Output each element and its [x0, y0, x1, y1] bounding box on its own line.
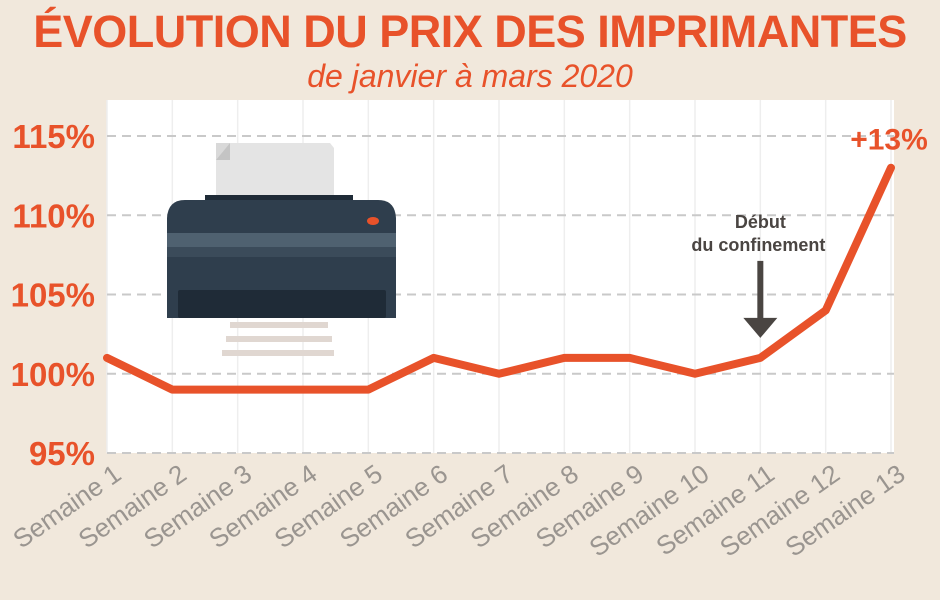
data-point [430, 354, 438, 362]
data-point [168, 386, 176, 394]
data-point [364, 386, 372, 394]
printer-icon [167, 143, 396, 356]
data-point [691, 370, 699, 378]
data-point [495, 370, 503, 378]
y-tick-label: 110% [12, 197, 95, 234]
chart-title: ÉVOLUTION DU PRIX DES IMPRIMANTES [33, 6, 907, 57]
data-point [560, 354, 568, 362]
data-point [626, 354, 634, 362]
data-point [299, 386, 307, 394]
arrow-head [743, 317, 778, 338]
data-point [234, 386, 242, 394]
y-tick-label: 115% [12, 118, 95, 155]
data-points [103, 164, 895, 394]
y-tick-label: 105% [11, 277, 95, 314]
y-axis-ticks: 95% 100% 105% 110% 115% [11, 118, 95, 472]
data-point [822, 306, 830, 314]
y-tick-label: 95% [29, 435, 95, 472]
annotation-label-line-2: du confinement [691, 235, 825, 255]
data-point [103, 354, 111, 362]
lockdown-annotation: Début du confinement [691, 212, 825, 338]
data-point [887, 164, 895, 172]
arrow-shaft [757, 260, 764, 320]
annotation-label-line-1: Début [735, 212, 786, 232]
chart-subtitle: de janvier à mars 2020 [307, 58, 633, 94]
y-tick-label: 100% [11, 356, 95, 393]
end-value-label: +13% [850, 124, 928, 157]
down-arrow-icon [743, 260, 778, 338]
data-point [756, 354, 764, 362]
